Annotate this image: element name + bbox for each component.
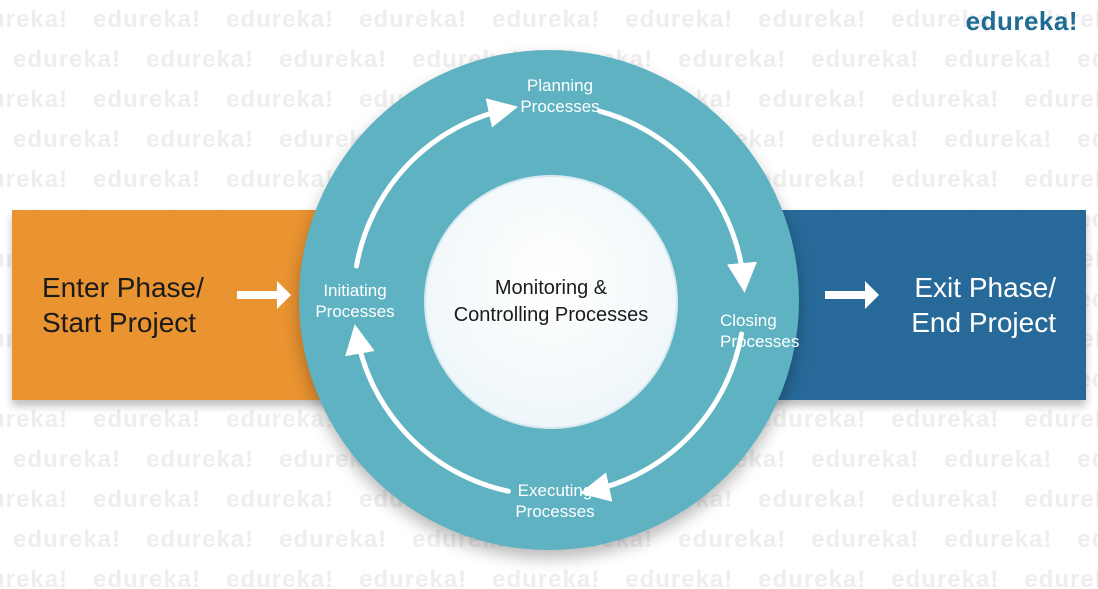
brand-logo-text: edureka! <box>966 6 1078 36</box>
exit-arrow-icon <box>823 279 881 311</box>
enter-arrow-icon <box>235 279 293 311</box>
executing-label: Executing Processes <box>505 480 605 523</box>
enter-phase-line1: Enter Phase/ <box>42 272 204 303</box>
brand-logo: edureka! <box>966 6 1078 37</box>
diagram-stage: Enter Phase/ Start Project Exit Phase/ E… <box>0 0 1098 589</box>
initiating-label: Initiating Processes <box>310 280 400 323</box>
enter-phase-title: Enter Phase/ Start Project <box>42 270 204 340</box>
exit-phase-line2: End Project <box>911 307 1056 338</box>
enter-phase-line2: Start Project <box>42 307 196 338</box>
exit-phase-line1: Exit Phase/ <box>914 272 1056 303</box>
planning-label: Planning Processes <box>515 75 605 118</box>
exit-phase-title: Exit Phase/ End Project <box>911 270 1056 340</box>
closing-label: Closing Processes <box>720 310 810 353</box>
